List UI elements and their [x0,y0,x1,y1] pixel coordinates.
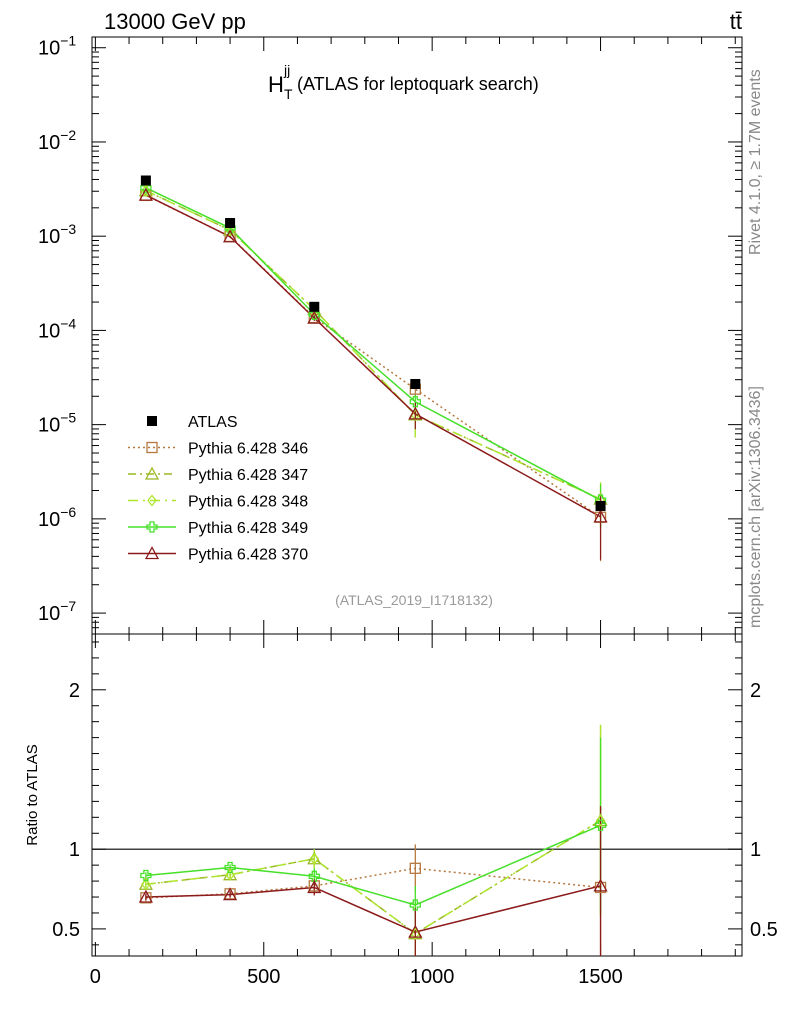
ratio-marker [140,869,152,882]
ratio-marker [409,862,421,874]
series-marker [593,509,608,523]
ratio-marker [225,868,235,881]
process-label: tt̄ [730,9,742,34]
rivet-version-label: Rivet 4.1.0, ≥ 1.7M events [747,69,764,255]
data-point [410,378,421,389]
series-line-ratio [145,819,601,935]
ratio-marker [138,889,153,903]
legend-marker [146,521,158,533]
ratio-marker [307,880,322,894]
legend-label: Pythia 6.428 349 [188,520,308,537]
ratio-y-tick-label-right: 1 [750,839,761,861]
ratio-marker [141,878,151,891]
legend-label: Pythia 6.428 346 [188,441,308,458]
ratio-marker [409,899,421,911]
ratio-y-tick-label-right: 0.5 [750,919,778,941]
ratio-marker [594,819,607,831]
data-point [225,218,236,229]
legend-marker [144,546,160,560]
ratio-axis-label: Ratio to ATLAS [24,744,41,845]
main-plot-frame [91,36,743,635]
data-point [595,500,606,511]
legend-marker [147,494,157,507]
y-tick-label: 10−5 [38,410,76,437]
y-tick-label: 10−6 [38,504,76,531]
ratio-marker [224,861,236,874]
series-marker [225,224,235,237]
title-symbol: H [268,72,284,97]
ratio-y-tick-label: 1 [69,839,80,861]
y-tick-label: 10−7 [38,598,76,625]
ratio-y-tick-label: 0.5 [52,919,80,941]
y-tick-label: 10−4 [38,315,76,342]
ratio-marker [140,892,152,904]
series-marker [138,187,153,201]
ratio-y-tick-label: 2 [69,680,80,702]
legend-label: Pythia 6.428 348 [188,494,308,511]
y-tick-label: 10−3 [38,221,76,248]
legend-marker-data [147,416,157,426]
data-point [309,301,320,312]
x-tick-label: 1000 [410,966,455,988]
legend-label: Pythia 6.428 370 [188,547,308,564]
series-line-main [145,190,601,500]
ratio-marker [309,852,320,865]
series-marker [307,310,322,324]
series-marker [409,396,421,408]
series-marker [141,184,151,197]
analysis-id-label: (ATLAS_2019_I1718132) [335,592,493,608]
series-line-main [145,190,601,500]
series-marker [308,308,320,321]
ratio-marker [595,814,606,827]
legend-label-data: ATLAS [188,414,238,431]
title-superscript: jj [283,62,290,78]
legend-label: Pythia 6.428 347 [188,467,308,484]
series-line-ratio [145,819,601,935]
x-tick-label: 500 [247,966,280,988]
ratio-plot-frame [91,633,743,957]
mcplots-label: mcplots.cern.ch [arXiv:1306.3436] [747,386,764,628]
ratio-marker [408,924,423,938]
legend-marker [144,466,160,480]
y-tick-label: 10−2 [38,127,76,154]
ratio-marker [594,881,607,894]
beam-label: 13000 GeV pp [104,9,246,34]
x-tick-label: 0 [90,966,101,988]
data-point [140,175,151,186]
ratio-marker [308,870,320,882]
title-subscript: T [284,86,293,102]
title-text: (ATLAS for leptoquark search) [297,74,539,94]
series-line-ratio [145,824,601,906]
x-tick-label: 1500 [578,966,623,988]
chart-title: H jj T (ATLAS for leptoquark search) [268,62,539,102]
ratio-marker [222,887,238,901]
series-marker [222,229,238,243]
series-marker [408,406,423,420]
legend-marker [146,441,158,454]
y-tick-label: 10−1 [38,33,76,60]
ratio-marker [593,878,608,892]
ratio-y-tick-label-right: 2 [750,680,761,702]
